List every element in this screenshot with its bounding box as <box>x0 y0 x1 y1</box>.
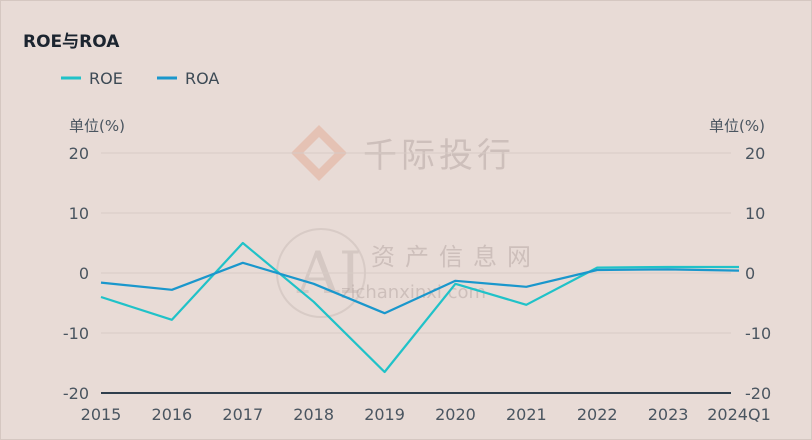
x-tick-label: 2020 <box>435 405 476 424</box>
x-tick-label: 2015 <box>81 405 122 424</box>
left-y-tick-label: -10 <box>63 324 89 343</box>
right-axis-unit: 单位(%) <box>709 117 765 135</box>
left-y-tick-label: 0 <box>79 264 89 283</box>
right-y-tick-label: -10 <box>745 324 771 343</box>
watermark-brand-text: 千际投行 <box>363 136 515 176</box>
x-tick-label: 2016 <box>152 405 193 424</box>
legend-label-roe: ROE <box>89 69 123 88</box>
x-tick-label: 2021 <box>506 405 547 424</box>
series-line-roa <box>100 261 740 315</box>
right-y-tick-label: 10 <box>745 204 765 223</box>
watermark-url-text: zichanxinxi.com <box>341 282 486 303</box>
x-tick-label: 2018 <box>293 405 334 424</box>
x-tick-label: 2024Q1 <box>707 405 771 424</box>
watermark: 千际投行 AI 资产信息网 zichanxinxi.com <box>276 125 541 318</box>
left-y-tick-label: 10 <box>69 204 89 223</box>
right-y-tick-label: 0 <box>745 264 755 283</box>
right-y-tick-label: -20 <box>745 384 771 403</box>
x-tick-label: 2023 <box>648 405 689 424</box>
watermark-site-text: 资产信息网 <box>371 243 541 271</box>
right-y-axis-ticks: 20 10 0 -10 -20 <box>745 144 771 403</box>
right-y-tick-label: 20 <box>745 144 765 163</box>
x-tick-label: 2017 <box>222 405 263 424</box>
x-tick-label: 2019 <box>364 405 405 424</box>
x-tick-label: 2022 <box>577 405 618 424</box>
series-line-roe <box>100 241 739 374</box>
left-axis-unit: 单位(%) <box>69 117 125 135</box>
legend: ROE ROA <box>61 69 219 88</box>
x-axis-ticks: 2015 2016 2017 2018 2019 2020 2021 2022 2023 2024… <box>81 405 771 424</box>
legend-label-roa: ROA <box>185 69 219 88</box>
left-y-tick-label: 20 <box>69 144 89 163</box>
grid-lines <box>101 152 731 394</box>
chart-title: ROE与ROA <box>23 32 120 52</box>
left-y-axis-ticks: 20 10 0 -10 -20 <box>63 144 89 403</box>
series-lines <box>100 241 740 374</box>
left-y-tick-label: -20 <box>63 384 89 403</box>
